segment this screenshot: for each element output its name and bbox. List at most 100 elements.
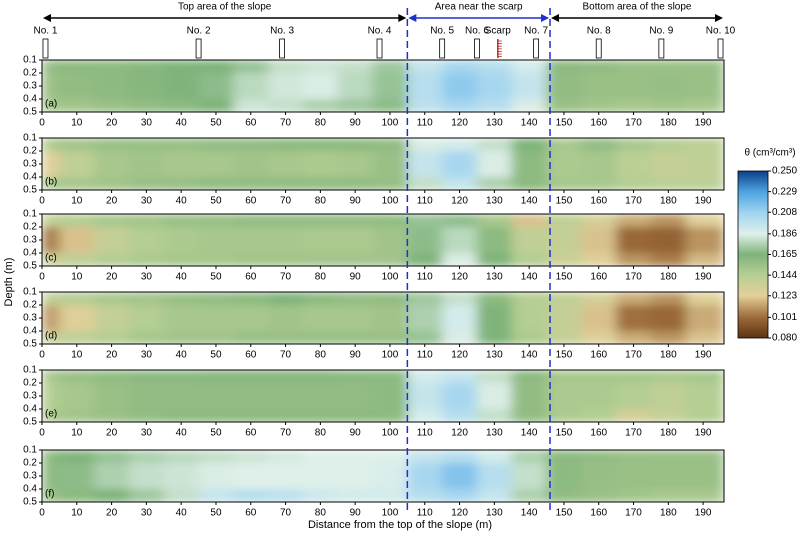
contour-cell — [42, 292, 60, 306]
contour-cell — [685, 99, 725, 113]
contour-cell — [616, 177, 652, 191]
probe-marker — [439, 38, 446, 59]
contour-cell — [128, 151, 165, 178]
contour-cell — [511, 227, 548, 254]
colorbar-tick-label: 0.250 — [772, 166, 797, 177]
contour-cell — [511, 292, 548, 306]
contour-cell — [59, 138, 95, 152]
x-tick-label: 70 — [280, 272, 292, 283]
contour-cell — [442, 450, 478, 464]
contour-cell — [685, 73, 725, 100]
contour-cell — [685, 489, 725, 503]
contour-cell — [546, 177, 582, 191]
x-tick-label: 50 — [210, 272, 222, 283]
contour-cell — [337, 151, 374, 178]
contour-cell — [128, 73, 165, 100]
contour-cell — [407, 151, 443, 178]
x-tick-label: 20 — [106, 428, 118, 439]
contour-cell — [685, 253, 725, 267]
x-tick-label: 180 — [660, 118, 677, 129]
contour-cell — [407, 463, 443, 490]
x-tick-label: 110 — [417, 350, 433, 361]
contour-cell — [198, 463, 234, 490]
contour-cell — [198, 305, 234, 332]
contour-cell — [302, 450, 339, 464]
contour-cell — [372, 138, 408, 152]
contour-cell — [511, 463, 548, 490]
contour-cell — [685, 138, 725, 152]
contour-cell — [163, 138, 200, 152]
x-tick-label: 50 — [210, 196, 222, 207]
contour-cell — [233, 463, 269, 490]
contour-cell — [233, 450, 269, 464]
x-tick-label: 60 — [245, 196, 257, 207]
panel-label: (c) — [45, 253, 57, 264]
x-tick-label: 80 — [315, 196, 327, 207]
contour-cell — [42, 227, 60, 254]
arrow-head — [408, 14, 417, 22]
contour-cell — [372, 214, 408, 228]
x-axis-label: Distance from the top of the slope (m) — [308, 519, 492, 531]
contour-cell — [163, 227, 200, 254]
x-tick-label: 30 — [141, 428, 153, 439]
contour-cell — [407, 99, 443, 113]
contour-cell — [581, 450, 617, 464]
y-tick-label: 0.3 — [23, 81, 37, 92]
x-tick-label: 160 — [590, 428, 607, 439]
contour-cell — [163, 305, 200, 332]
contour-cell — [198, 73, 234, 100]
contour-cell — [233, 370, 269, 384]
contour-cell — [372, 151, 408, 178]
contour-cell — [94, 73, 130, 100]
contour-cell — [650, 73, 687, 100]
contour-cell — [42, 99, 60, 113]
contour-cell — [128, 409, 165, 423]
contour-cell — [581, 138, 617, 152]
contour-cell — [581, 177, 617, 191]
x-tick-label: 70 — [280, 350, 292, 361]
contour-cell — [616, 214, 652, 228]
colorbar-tick-label: 0.080 — [772, 333, 797, 344]
contour-field — [42, 214, 725, 267]
contour-cell — [372, 73, 408, 100]
contour-cell — [337, 177, 374, 191]
contour-cell — [94, 331, 130, 345]
contour-cell — [94, 177, 130, 191]
contour-cell — [372, 450, 408, 464]
x-tick-label: 120 — [451, 508, 468, 519]
x-tick-label: 180 — [660, 428, 677, 439]
y-tick-label: 0.1 — [23, 445, 37, 456]
contour-cell — [407, 383, 443, 410]
contour-cell — [546, 227, 582, 254]
x-tick-label: 100 — [382, 428, 399, 439]
contour-cell — [163, 489, 200, 503]
contour-cell — [511, 305, 548, 332]
contour-cell — [581, 60, 617, 74]
x-tick-label: 40 — [176, 508, 188, 519]
contour-cell — [302, 489, 339, 503]
y-tick-label: 0.5 — [23, 261, 37, 272]
contour-cell — [337, 138, 374, 152]
contour-cell — [581, 409, 617, 423]
x-tick-label: 110 — [417, 428, 433, 439]
contour-cell — [407, 331, 443, 345]
contour-cell — [616, 463, 652, 490]
x-tick-label: 190 — [695, 118, 712, 129]
x-tick-label: 60 — [245, 350, 257, 361]
x-tick-label: 110 — [417, 508, 433, 519]
x-tick-label: 60 — [245, 508, 257, 519]
contour-cell — [337, 409, 374, 423]
contour-cell — [372, 409, 408, 423]
contour-cell — [198, 214, 234, 228]
contour-cell — [42, 409, 60, 423]
x-tick-label: 90 — [350, 196, 362, 207]
contour-cell — [476, 73, 513, 100]
contour-cell — [407, 253, 443, 267]
probe-label: No. 9 — [649, 26, 673, 37]
contour-cell — [268, 305, 304, 332]
y-tick-label: 0.1 — [23, 365, 37, 376]
probe-marker — [717, 38, 724, 59]
panel-label: (b) — [45, 177, 57, 188]
contour-cell — [128, 383, 165, 410]
